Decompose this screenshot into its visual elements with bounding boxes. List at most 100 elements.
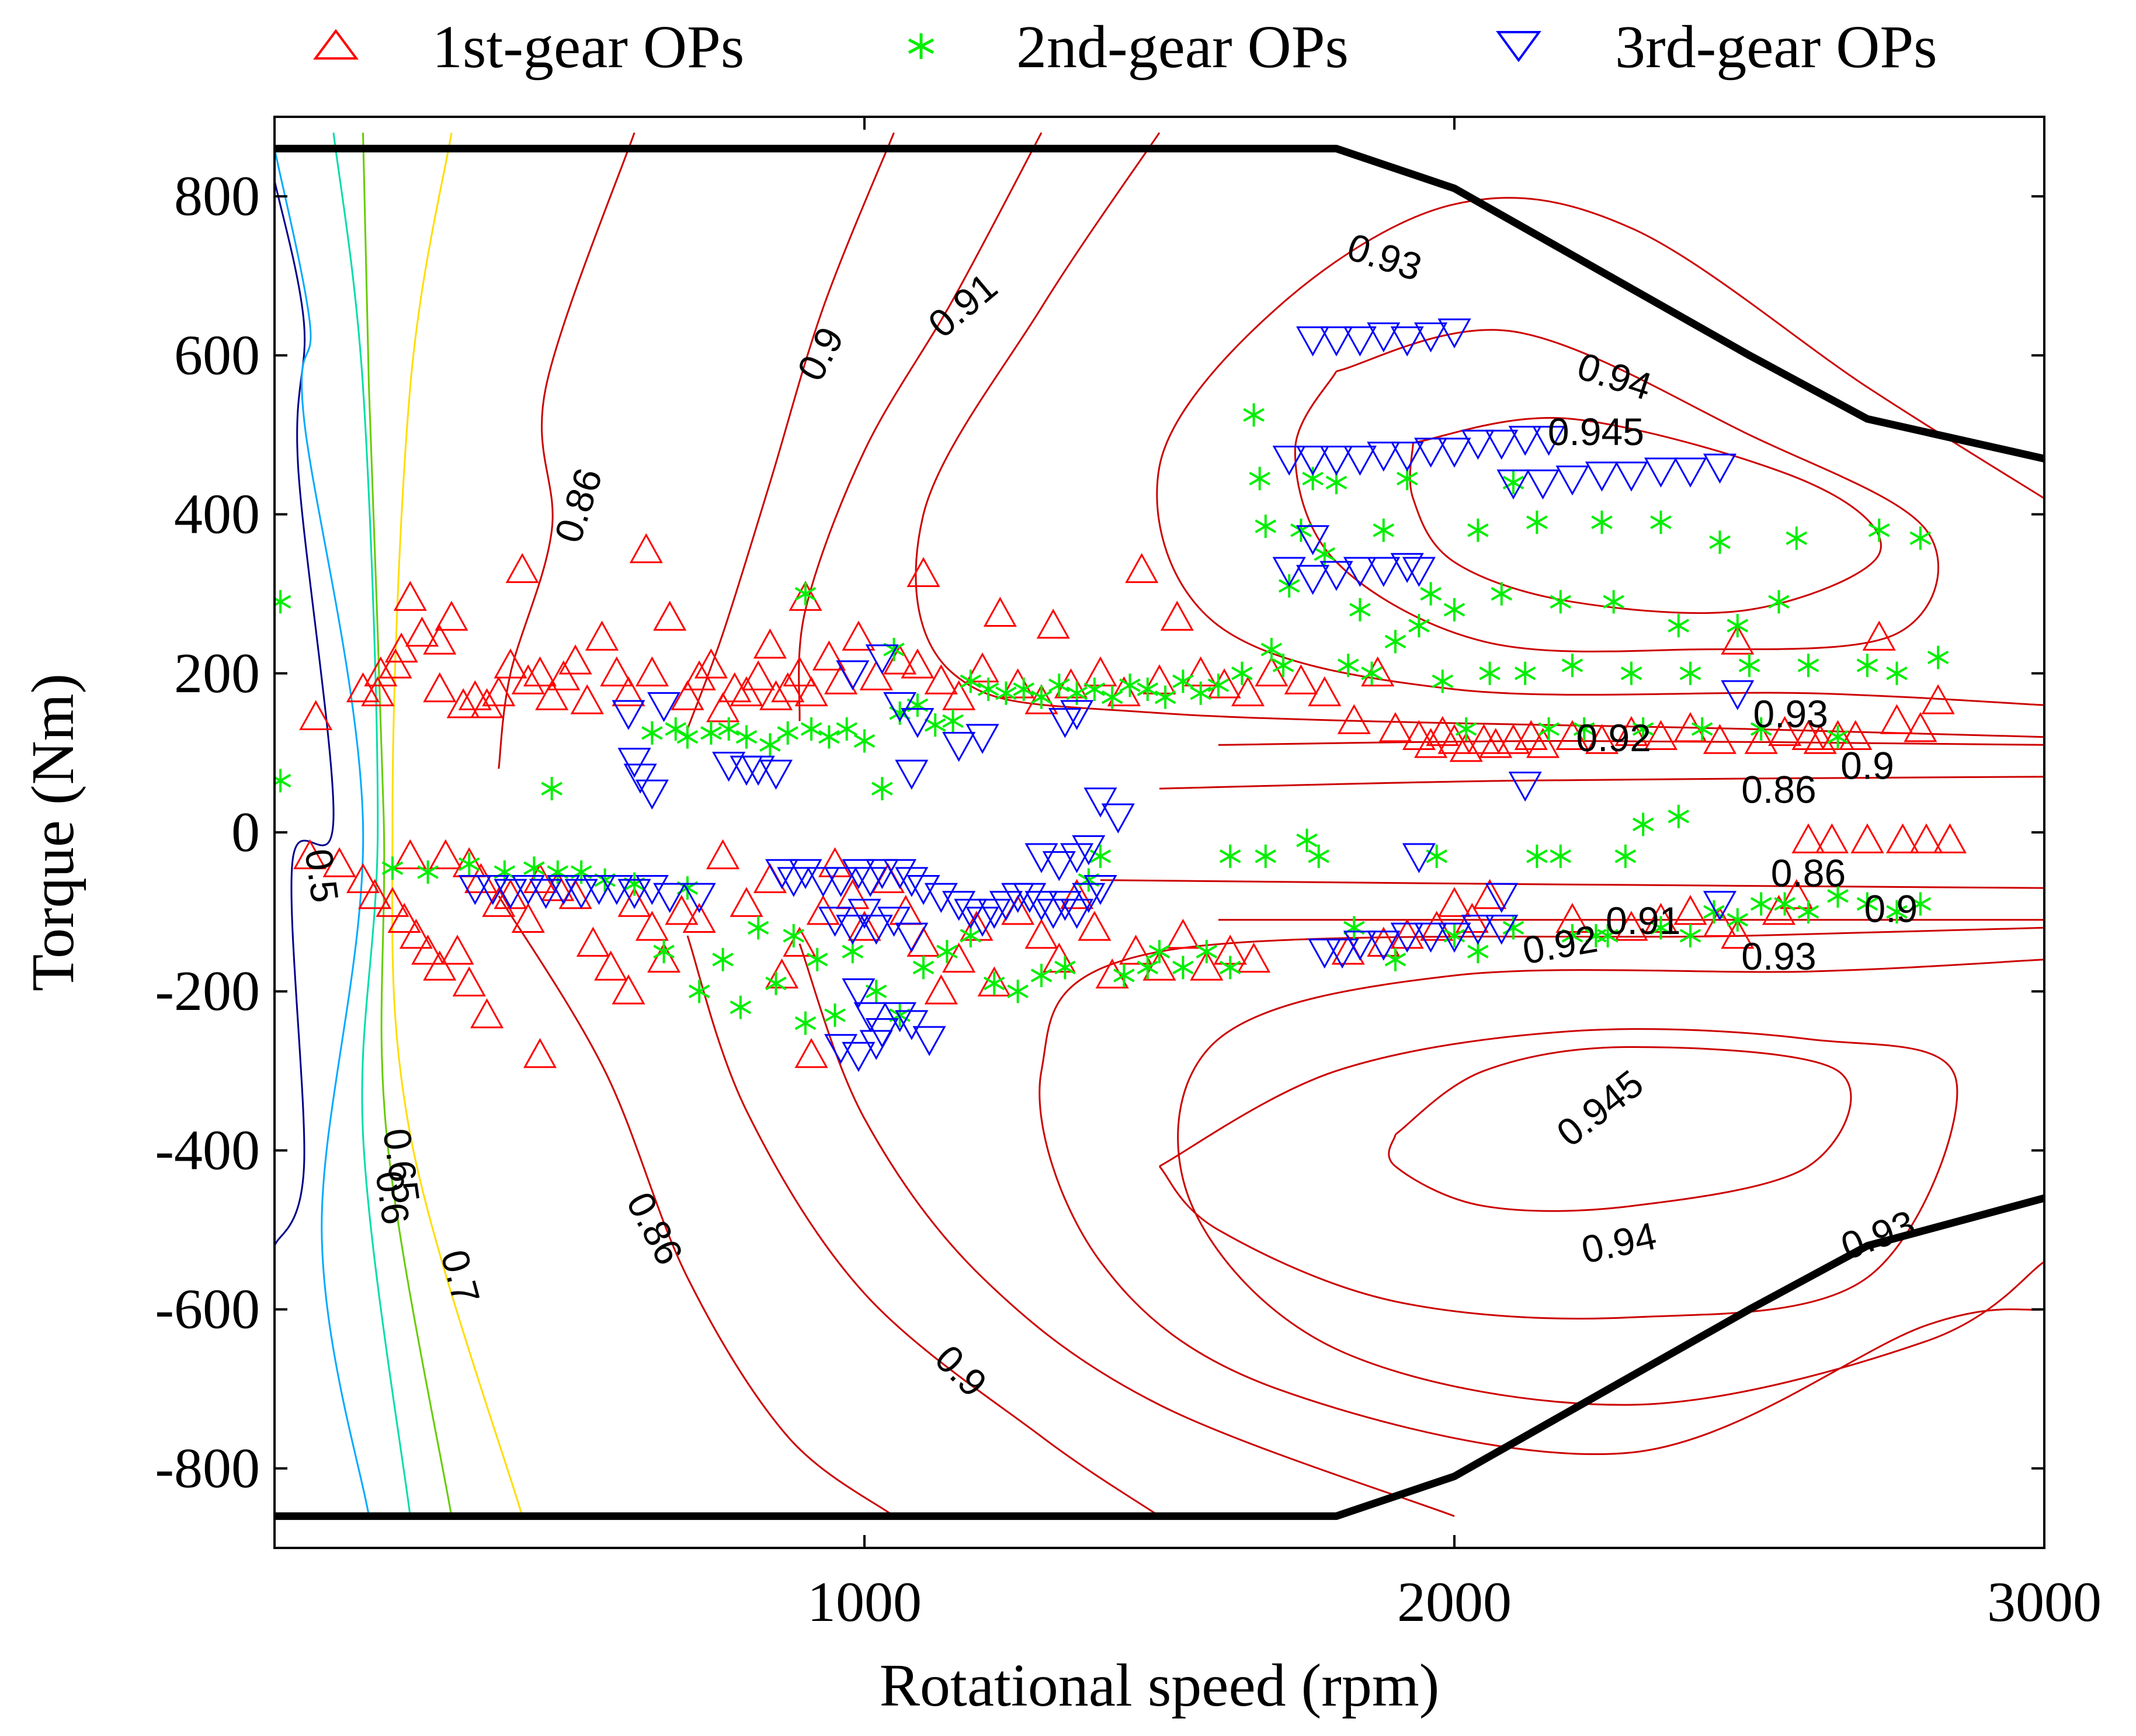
op-point-3rd-gear bbox=[865, 644, 899, 675]
op-point-1st-gear bbox=[458, 680, 492, 710]
op-point-2nd-gear bbox=[1620, 661, 1642, 685]
legend-entry-3rd-gear: 3rd-gear OPs bbox=[1496, 13, 1937, 81]
op-point-2nd-gear bbox=[1827, 725, 1849, 749]
contour-label: 0.6 bbox=[367, 1168, 418, 1227]
op-point-2nd-gear bbox=[1296, 828, 1318, 852]
op-point-2nd-gear bbox=[1614, 844, 1637, 868]
op-point-1st-gear bbox=[842, 620, 876, 651]
op-point-1st-gear bbox=[907, 557, 940, 587]
op-point-2nd-gear bbox=[1632, 813, 1654, 836]
legend-entry-1st-gear: 1st-gear OPs bbox=[313, 13, 744, 81]
op-point-2nd-gear bbox=[960, 669, 982, 693]
op-point-1st-gear bbox=[1744, 724, 1778, 754]
op-point-3rd-gear bbox=[1485, 915, 1519, 945]
op-point-3rd-gear bbox=[1461, 429, 1495, 460]
op-point-1st-gear bbox=[812, 640, 846, 671]
op-point-2nd-gear bbox=[1526, 844, 1548, 868]
op-point-3rd-gear bbox=[1083, 874, 1117, 905]
op-point-1st-gear bbox=[361, 676, 395, 707]
op-point-3rd-gear bbox=[1614, 461, 1648, 492]
op-point-2nd-gear bbox=[1048, 673, 1070, 697]
y-tick-label: -600 bbox=[155, 1278, 260, 1341]
op-point-3rd-gear bbox=[1101, 803, 1135, 834]
op-point-1st-gear bbox=[783, 656, 817, 687]
op-point-1st-gear bbox=[789, 581, 822, 611]
op-point-3rd-gear bbox=[824, 867, 858, 897]
op-point-2nd-gear bbox=[641, 721, 663, 745]
op-point-3rd-gear bbox=[1272, 445, 1306, 476]
op-point-1st-gear bbox=[594, 950, 628, 981]
op-point-2nd-gear bbox=[1196, 940, 1218, 964]
op-point-3rd-gear bbox=[1319, 561, 1353, 591]
op-point-2nd-gear bbox=[1249, 467, 1271, 491]
op-point-3rd-gear bbox=[789, 859, 822, 890]
contour-line-0-91 bbox=[798, 943, 1455, 1518]
contour-line-0-86 bbox=[498, 132, 635, 769]
op-point-2nd-gear bbox=[1148, 940, 1171, 964]
op-point-2nd-gear bbox=[718, 717, 740, 741]
op-point-3rd-gear bbox=[1319, 445, 1353, 476]
op-point-3rd-gear bbox=[859, 1030, 893, 1060]
contour-label: 0.92 bbox=[1576, 716, 1651, 759]
op-point-1st-gear bbox=[965, 652, 999, 683]
x-axis-title: Rotational speed (rpm) bbox=[880, 1652, 1440, 1719]
op-point-1st-gear bbox=[1337, 704, 1371, 734]
op-point-3rd-gear bbox=[1272, 557, 1306, 587]
op-point-1st-gear bbox=[393, 581, 427, 611]
op-point-1st-gear bbox=[942, 942, 976, 973]
op-point-3rd-gear bbox=[494, 879, 527, 909]
op-point-1st-gear bbox=[1821, 720, 1855, 750]
op-point-2nd-gear bbox=[1603, 590, 1625, 614]
y-axis: 800 600 400 200 0 -200 -400 -600 -800 bbox=[155, 165, 2044, 1500]
op-point-1st-gear bbox=[783, 926, 817, 957]
op-point-3rd-gear bbox=[1367, 322, 1401, 353]
op-point-3rd-gear bbox=[1532, 425, 1566, 456]
op-point-3rd-gear bbox=[1036, 898, 1070, 929]
contour-line-0-6 bbox=[332, 133, 411, 1516]
contour-line-0-93 bbox=[1177, 959, 2044, 1406]
op-point-2nd-gear bbox=[1786, 526, 1808, 550]
contour-line-0-92 bbox=[915, 132, 2044, 738]
op-point-3rd-gear bbox=[1343, 445, 1377, 476]
op-point-1st-gear bbox=[346, 672, 380, 703]
op-point-3rd-gear bbox=[865, 859, 899, 890]
op-point-1st-gear bbox=[293, 839, 327, 870]
op-point-2nd-gear bbox=[1137, 956, 1159, 980]
op-point-1st-gear bbox=[1237, 942, 1271, 973]
op-point-3rd-gear bbox=[1437, 922, 1471, 953]
op-point-3rd-gear bbox=[564, 879, 598, 909]
op-point-3rd-gear bbox=[1343, 931, 1377, 961]
op-point-3rd-gear bbox=[1060, 700, 1094, 730]
contour-line-0-86 bbox=[498, 895, 895, 1517]
op-point-3rd-gear bbox=[1296, 525, 1330, 555]
op-point-3rd-gear bbox=[1060, 898, 1094, 929]
op-point-1st-gear bbox=[1367, 926, 1401, 957]
op-point-3rd-gear bbox=[1296, 445, 1330, 476]
op-point-1st-gear bbox=[523, 1038, 557, 1068]
y-tick-label: 200 bbox=[174, 642, 260, 705]
op-point-1st-gear bbox=[1437, 724, 1471, 754]
op-point-3rd-gear bbox=[1402, 557, 1436, 587]
op-point-3rd-gear bbox=[895, 867, 929, 897]
op-point-3rd-gear bbox=[1296, 326, 1330, 357]
op-point-1st-gear bbox=[612, 676, 645, 707]
op-point-1st-gear bbox=[600, 656, 634, 687]
op-point-1st-gear bbox=[1721, 918, 1755, 949]
op-point-2nd-gear bbox=[1260, 637, 1283, 661]
op-point-1st-gear bbox=[405, 616, 439, 647]
op-point-1st-gear bbox=[585, 620, 619, 651]
op-point-3rd-gear bbox=[818, 907, 852, 937]
op-point-1st-gear bbox=[1414, 728, 1448, 758]
op-point-3rd-gear bbox=[883, 1002, 917, 1033]
op-point-3rd-gear bbox=[1042, 851, 1076, 881]
op-point-1st-gear bbox=[977, 966, 1011, 997]
op-point-3rd-gear bbox=[1526, 469, 1560, 500]
op-point-3rd-gear bbox=[1390, 442, 1424, 472]
op-point-2nd-gear bbox=[1679, 923, 1701, 947]
op-point-1st-gear bbox=[411, 935, 445, 965]
op-point-1st-gear bbox=[718, 672, 752, 703]
op-point-2nd-gear bbox=[1727, 614, 1749, 638]
op-point-3rd-gear bbox=[1048, 708, 1082, 738]
op-point-1st-gear bbox=[1862, 620, 1896, 651]
op-point-1st-gear bbox=[1791, 823, 1825, 853]
